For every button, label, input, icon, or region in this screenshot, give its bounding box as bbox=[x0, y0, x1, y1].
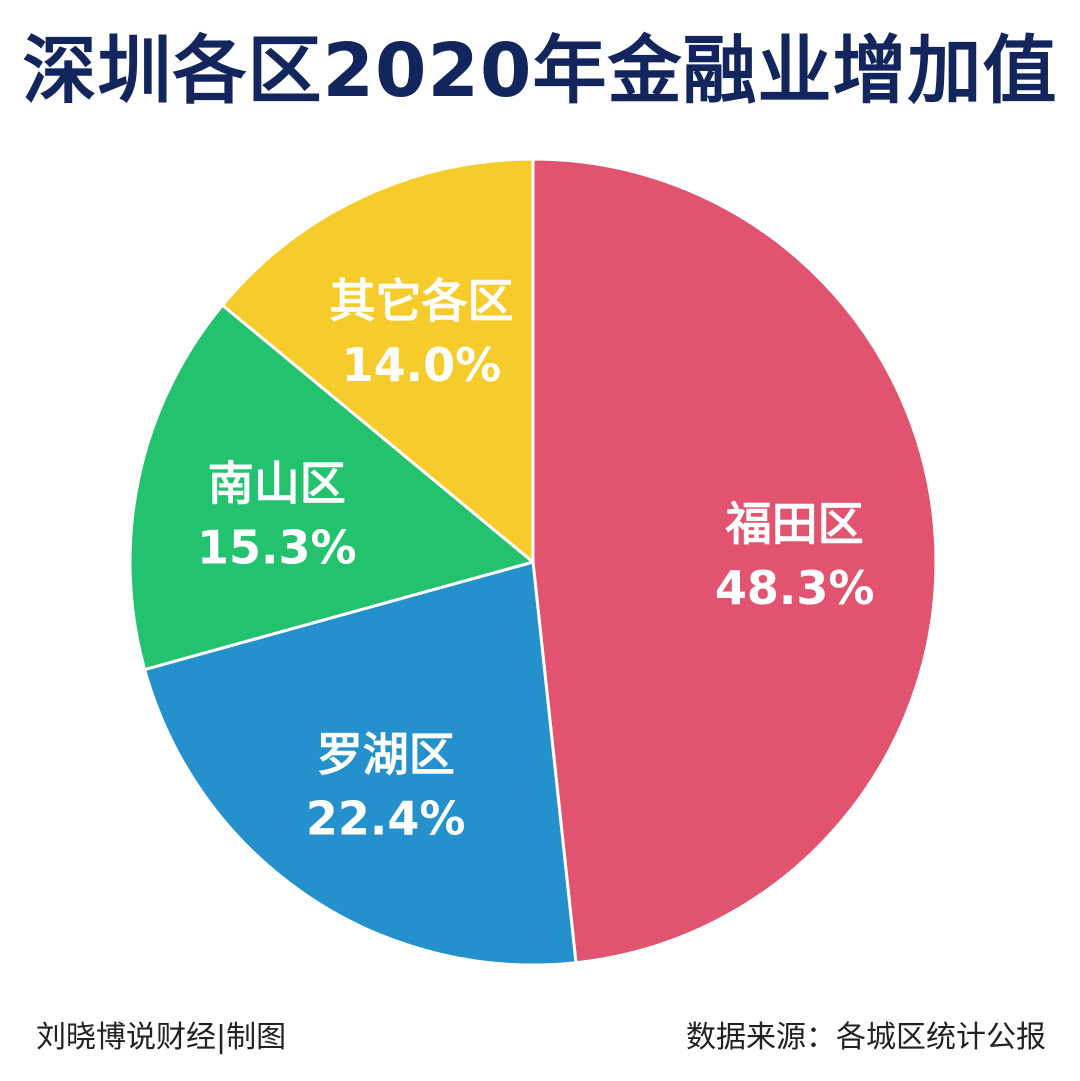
pie-labels: 福田区 48.3% 罗湖区 22.4% 南山区 15.3% 其它各区 14.0% bbox=[197, 274, 874, 846]
slice-value-label: 22.4% bbox=[306, 792, 466, 846]
pie-slice bbox=[143, 560, 578, 967]
pie-slice bbox=[531, 157, 938, 965]
slice-value-label: 15.3% bbox=[197, 520, 357, 574]
slice-name-label: 其它各区 bbox=[329, 274, 513, 328]
pie-slice bbox=[128, 303, 535, 672]
slice-name-label: 福田区 bbox=[725, 497, 864, 551]
pie-slices bbox=[128, 157, 938, 967]
slice-name-label: 罗湖区 bbox=[317, 728, 455, 782]
slice-value-label: 48.3% bbox=[715, 561, 875, 615]
source-text: 数据来源：各城区统计公报 bbox=[686, 1020, 1046, 1055]
pie-slice bbox=[220, 157, 535, 564]
credit-text: 刘晓博说财经|制图 bbox=[36, 1020, 287, 1055]
slice-name-label: 南山区 bbox=[208, 456, 346, 510]
slice-value-label: 14.0% bbox=[342, 338, 502, 392]
chart-title: 深圳各区2020年金融业增加值 bbox=[22, 28, 1058, 114]
